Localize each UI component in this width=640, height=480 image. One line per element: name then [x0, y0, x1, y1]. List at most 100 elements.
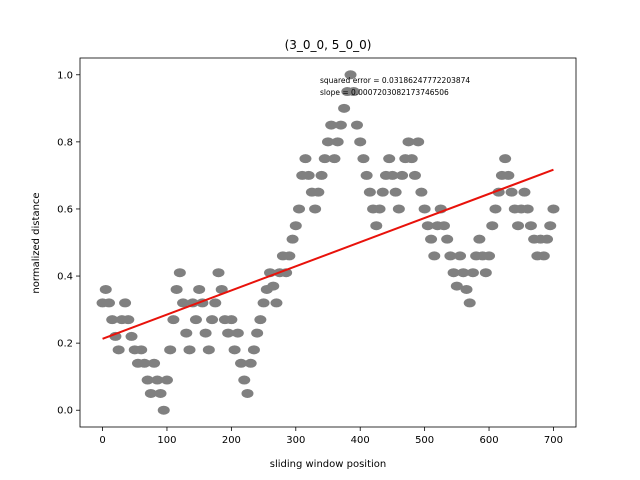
x-ticks: 0 100 200 300 400 500 600 700 [99, 427, 563, 446]
data-point [228, 345, 241, 355]
data-point [157, 405, 170, 415]
data-point [466, 268, 479, 278]
data-point [457, 268, 470, 278]
data-point [454, 251, 467, 261]
x-tick-label: 200 [222, 435, 241, 446]
data-point [164, 345, 177, 355]
data-point [483, 251, 496, 261]
data-point [402, 137, 415, 147]
y-ticks: 0.0 0.2 0.4 0.6 0.8 1.0 [57, 70, 80, 417]
data-point [151, 375, 164, 385]
data-point [444, 251, 457, 261]
data-point [235, 358, 248, 368]
data-point [396, 170, 409, 180]
data-point [125, 331, 138, 341]
data-point [338, 103, 351, 113]
data-point [415, 187, 428, 197]
data-point [408, 170, 421, 180]
data-point [257, 298, 270, 308]
x-tick-label: 0 [99, 435, 105, 446]
y-axis-label: normalized distance [31, 192, 42, 293]
data-point [518, 187, 531, 197]
data-point [173, 268, 186, 278]
data-point [289, 221, 302, 231]
x-tick-label: 100 [157, 435, 176, 446]
x-tick-label: 500 [415, 435, 434, 446]
data-point [202, 345, 215, 355]
data-point [463, 298, 476, 308]
data-point [222, 328, 235, 338]
data-point [437, 221, 450, 231]
data-point [502, 170, 515, 180]
data-point [350, 120, 363, 130]
data-point [328, 154, 341, 164]
data-point [231, 328, 244, 338]
data-point [315, 170, 328, 180]
annotation-slope: slope = 0.0007203082173746506 [320, 88, 449, 97]
chart-title: (3_0_0, 5_0_0) [285, 38, 372, 52]
data-point [293, 204, 306, 214]
data-point [286, 234, 299, 244]
y-tick-label: 0.8 [57, 137, 73, 148]
data-point [251, 328, 264, 338]
data-point [102, 298, 115, 308]
data-point [428, 251, 441, 261]
data-point [180, 328, 193, 338]
data-point [267, 281, 280, 291]
data-point [193, 284, 206, 294]
x-axis-label: sliding window position [270, 459, 386, 470]
data-point [215, 284, 228, 294]
data-point [405, 154, 418, 164]
data-point [373, 204, 386, 214]
data-point [112, 345, 125, 355]
data-point [544, 221, 557, 231]
x-tick-label: 700 [544, 435, 563, 446]
y-tick-label: 0.6 [57, 204, 73, 215]
data-point [370, 221, 383, 231]
data-point [141, 375, 154, 385]
y-tick-label: 1.0 [57, 70, 73, 81]
data-point [541, 234, 554, 244]
data-point [486, 221, 499, 231]
data-point [170, 284, 183, 294]
data-point [473, 234, 486, 244]
data-point [512, 221, 525, 231]
data-point [505, 187, 518, 197]
annotation-squared-error: squared error = 0.03186247772203874 [320, 76, 470, 85]
data-point [479, 268, 492, 278]
data-point [309, 204, 322, 214]
data-point [302, 170, 315, 180]
x-tick-label: 400 [351, 435, 370, 446]
data-point [106, 315, 119, 325]
plot-frame [79, 57, 577, 428]
data-point [322, 137, 334, 147]
data-point [499, 154, 512, 164]
data-point [386, 170, 399, 180]
data-point [421, 221, 434, 231]
data-point [238, 375, 251, 385]
data-point [389, 187, 402, 197]
data-point [154, 388, 167, 398]
data-point [334, 120, 347, 130]
data-point [241, 388, 254, 398]
data-point [254, 315, 267, 325]
fit-line [102, 168, 554, 340]
data-point [206, 315, 219, 325]
data-point [547, 204, 560, 214]
data-point [99, 284, 112, 294]
data-point [347, 87, 360, 97]
data-point [167, 315, 180, 325]
data-point [521, 204, 534, 214]
data-point [354, 137, 367, 147]
data-point [144, 388, 157, 398]
data-point [138, 358, 151, 368]
fit-line-layer [102, 168, 554, 340]
data-point [418, 204, 431, 214]
data-point [383, 154, 396, 164]
data-point [183, 345, 196, 355]
y-tick-label: 0.2 [57, 339, 73, 350]
data-point [537, 251, 550, 261]
data-point [122, 315, 135, 325]
data-point [177, 298, 190, 308]
data-point [225, 315, 238, 325]
